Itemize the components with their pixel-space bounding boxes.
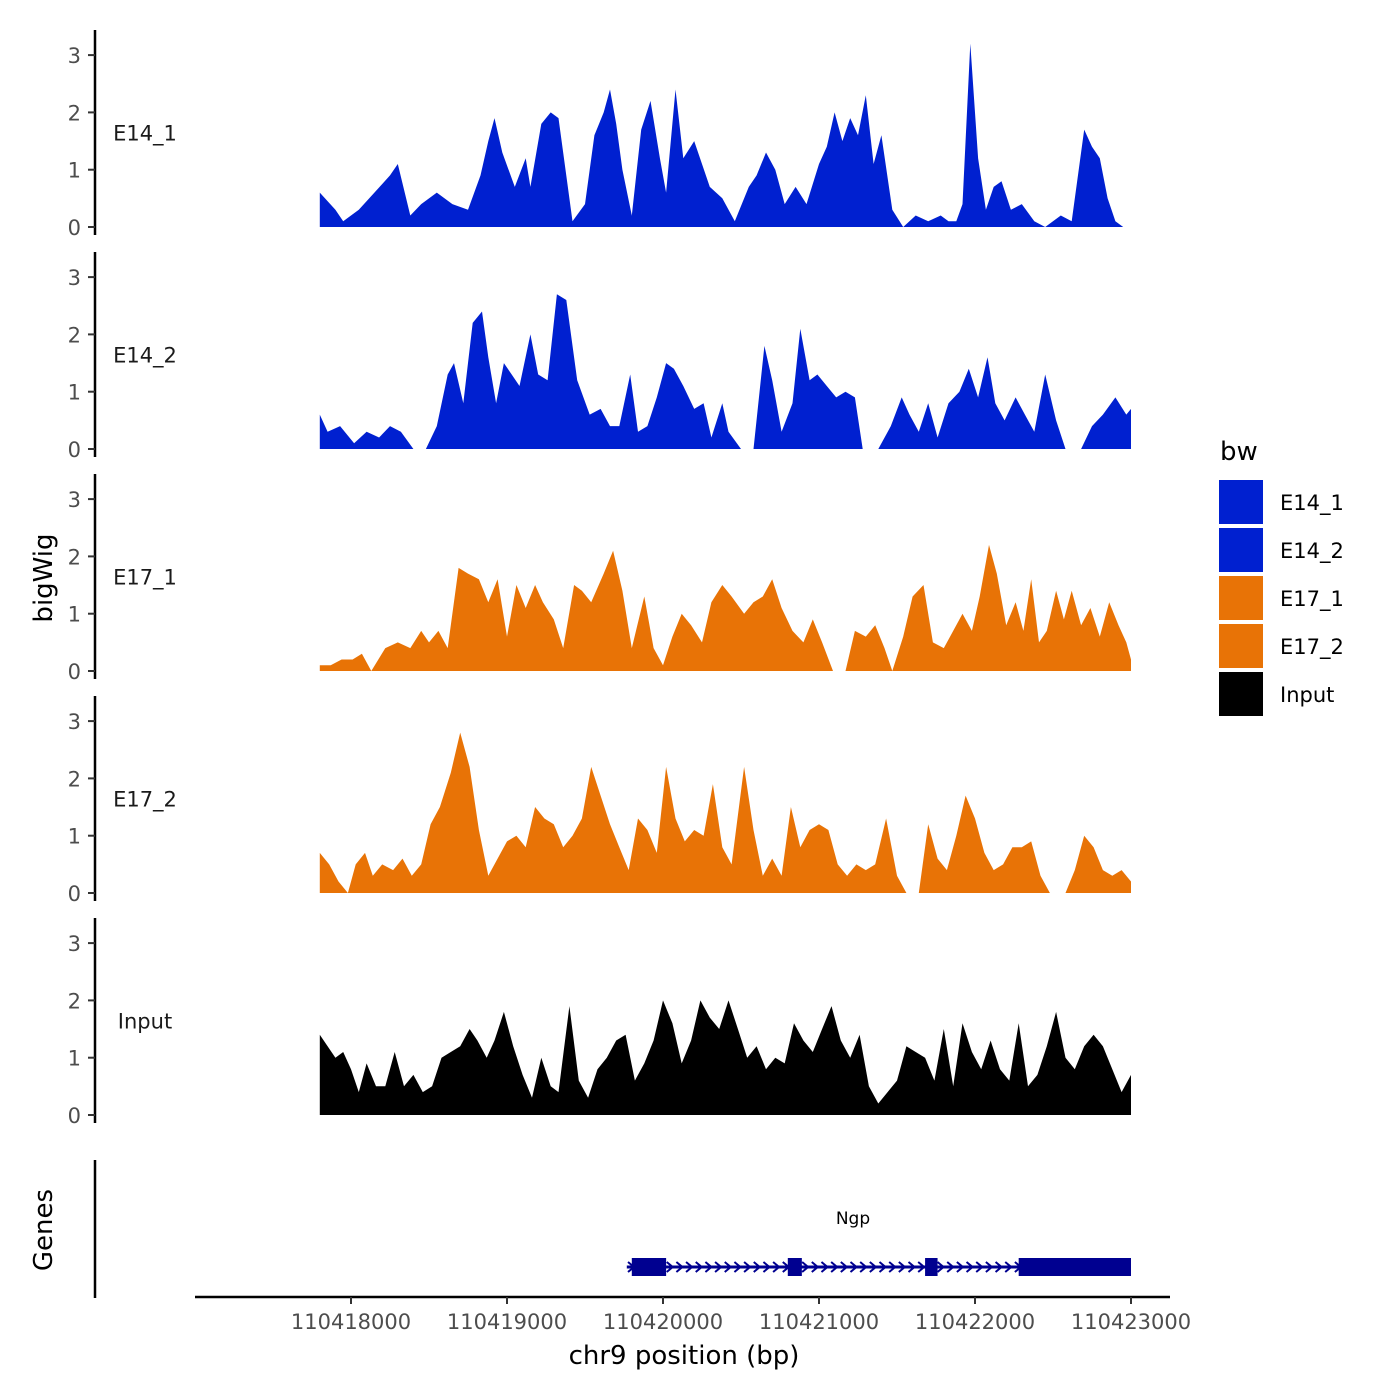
- y-tick-label: 2: [68, 989, 81, 1013]
- strand-arrow: [666, 1261, 675, 1273]
- y-tick-label: 0: [68, 660, 81, 684]
- strand-arrow: [801, 1261, 810, 1273]
- genes-axis-title: Genes: [29, 1189, 59, 1271]
- strand-arrow: [772, 1261, 781, 1273]
- strand-arrow: [917, 1261, 926, 1273]
- signal-tracks: 0 1 2 3 E14_1 0 1 2 3 E14_2 0 1 2 3 E17_1 0 1 2 3 E17_2 0 1 2 3…: [68, 30, 1131, 1128]
- strand-arrow: [753, 1261, 762, 1273]
- track-label: E17_2: [113, 788, 177, 813]
- strand-arrow: [820, 1261, 830, 1273]
- strand-arrow: [907, 1261, 917, 1273]
- y-tick-label: 1: [68, 825, 81, 849]
- legend: bw E14_1 E14_2 E17_1 E17_2 Input: [1219, 437, 1344, 716]
- track-e14-2: 0 1 2 3 E14_2: [68, 252, 1131, 462]
- y-tick-label: 1: [68, 381, 81, 405]
- y-tick-label: 3: [68, 488, 81, 512]
- strand-arrow: [936, 1261, 946, 1273]
- y-tick-label: 3: [68, 44, 81, 68]
- legend-swatch-input: [1219, 672, 1263, 716]
- strand-arrow: [840, 1261, 849, 1273]
- y-tick-label: 0: [68, 216, 81, 240]
- strand-arrow: [704, 1261, 713, 1273]
- track-label: E14_1: [113, 122, 177, 147]
- signal-area: [319, 294, 1131, 449]
- y-tick-label: 3: [68, 710, 81, 734]
- strand-arrow: [762, 1261, 771, 1273]
- gene-exon: [925, 1258, 938, 1276]
- y-axis-title: bigWig: [29, 533, 59, 622]
- legend-swatch-e14-2: [1219, 528, 1263, 572]
- track-input: 0 1 2 3 Input: [68, 918, 1131, 1128]
- strand-arrow: [830, 1261, 839, 1273]
- legend-swatch-e17-2: [1219, 624, 1263, 668]
- track-label: Input: [118, 1010, 172, 1034]
- legend-swatch-e17-1: [1219, 576, 1263, 620]
- x-tick-label: 110422000: [915, 1310, 1035, 1334]
- strand-arrow: [811, 1261, 820, 1273]
- signal-area: [319, 1000, 1131, 1115]
- legend-label: E14_1: [1280, 491, 1344, 516]
- y-tick-label: 3: [68, 932, 81, 956]
- track-label: E14_2: [113, 344, 177, 369]
- strand-arrow: [878, 1261, 888, 1273]
- gene-exon: [787, 1258, 802, 1276]
- track-e17-1: 0 1 2 3 E17_1: [68, 474, 1131, 684]
- gene-exon: [631, 1258, 667, 1276]
- signal-area: [319, 732, 1131, 893]
- legend-label: E17_2: [1280, 635, 1344, 660]
- strand-arrow: [975, 1261, 984, 1273]
- strand-arrow: [849, 1261, 859, 1273]
- strand-arrow: [898, 1261, 907, 1273]
- strand-arrow: [956, 1261, 965, 1273]
- strand-arrow: [888, 1261, 897, 1273]
- strand-arrow: [1004, 1261, 1013, 1273]
- y-tick-label: 2: [68, 545, 81, 569]
- x-tick-label: 110423000: [1071, 1310, 1191, 1334]
- x-tick-label: 110421000: [759, 1310, 879, 1334]
- strand-arrow: [724, 1261, 733, 1273]
- x-tick-label: 110419000: [447, 1310, 567, 1334]
- strand-arrow: [685, 1261, 694, 1273]
- track-e17-2: 0 1 2 3 E17_2: [68, 696, 1131, 906]
- x-tick-label: 110418000: [291, 1310, 411, 1334]
- gene-track: Ngp: [93, 1160, 1131, 1298]
- legend-label: Input: [1280, 683, 1334, 707]
- strand-arrow: [695, 1261, 704, 1273]
- y-tick-label: 1: [68, 603, 81, 627]
- strand-arrow: [869, 1261, 878, 1273]
- gene-name: Ngp: [836, 1209, 870, 1229]
- track-e14-1: 0 1 2 3 E14_1: [68, 30, 1124, 240]
- y-tick-label: 0: [68, 882, 81, 906]
- y-tick-label: 0: [68, 438, 81, 462]
- legend-title: bw: [1220, 437, 1258, 467]
- strand-arrow: [675, 1261, 684, 1273]
- y-tick-label: 0: [68, 1104, 81, 1128]
- strand-arrow: [859, 1261, 868, 1273]
- x-axis: 110418000 110419000 110420000 110421000 1104…: [195, 1295, 1191, 1334]
- strand-arrow: [994, 1261, 1004, 1273]
- gene-exon: [1018, 1258, 1131, 1276]
- legend-label: E17_1: [1280, 587, 1344, 612]
- x-tick-label: 110420000: [603, 1310, 723, 1334]
- y-tick-label: 2: [68, 101, 81, 125]
- strand-arrow: [714, 1261, 723, 1273]
- track-label: E17_1: [113, 566, 177, 591]
- legend-swatch-e14-1: [1219, 480, 1263, 524]
- y-tick-label: 2: [68, 323, 81, 347]
- y-tick-label: 2: [68, 767, 81, 791]
- strand-arrow: [985, 1261, 994, 1273]
- signal-area: [319, 544, 1131, 671]
- strand-arrow: [946, 1261, 955, 1273]
- signal-area: [319, 43, 1124, 227]
- strand-arrow: [733, 1261, 742, 1273]
- y-tick-label: 1: [68, 159, 81, 183]
- legend-label: E14_2: [1280, 539, 1344, 564]
- y-tick-label: 3: [68, 266, 81, 290]
- y-tick-label: 1: [68, 1047, 81, 1071]
- strand-arrow: [965, 1261, 975, 1273]
- strand-arrow: [743, 1261, 752, 1273]
- x-axis-title: chr9 position (bp): [569, 1341, 800, 1371]
